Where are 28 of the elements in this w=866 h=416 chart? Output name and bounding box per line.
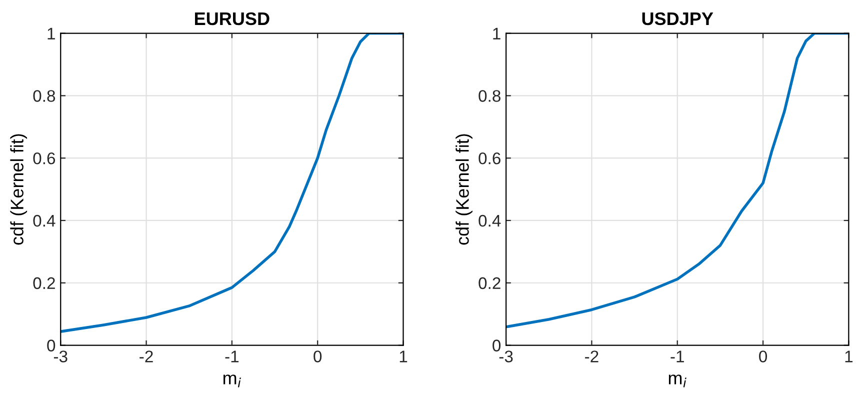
x-tick-label: 0 [314,350,322,362]
y-tick-label: 0.2 [33,277,55,290]
y-tick-label: 0 [47,340,56,352]
y-tick-label: 0.8 [478,90,500,102]
x-tick-label: -2 [140,350,153,362]
x-tick-label: 0 [759,350,768,362]
y-tick-label: 0.4 [478,214,501,227]
y-tick-label: 1 [48,28,55,40]
y-tick-label: 1 [493,28,500,40]
x-tick-label: -1 [225,350,239,362]
x-axis-title: m$_{i}$ [668,374,686,388]
x-tick-label: -1 [670,350,684,362]
y-tick-label: 0.4 [33,214,56,227]
x-tick-label: -3 [54,350,68,362]
chart-title: EURUSD [195,12,270,26]
y-tick-label: 0.6 [478,152,500,164]
y-axis-title: cdf (Kernel fit) [456,134,472,245]
y-tick-label: 0.8 [33,90,56,102]
y-tick-label: 0.6 [33,152,56,164]
y-axis-title: cdf (Kernel fit) [10,134,28,245]
y-tick-label: 0 [492,340,501,352]
x-tick-label: 1 [400,350,408,362]
x-axis-title: m$_{i}$ [223,374,241,388]
x-tick-label: -2 [585,350,598,362]
x-tick-label: 1 [845,350,852,362]
x-tick-label: -3 [499,350,513,362]
chart-title: USDJPY [642,12,714,26]
y-tick-label: 0.2 [478,277,500,290]
